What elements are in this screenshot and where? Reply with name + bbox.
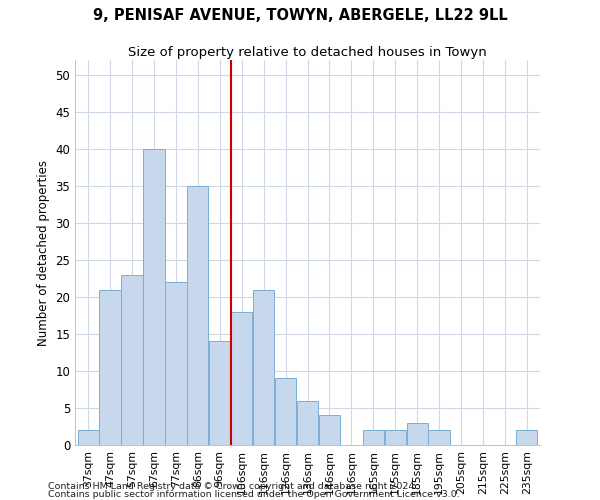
Text: Contains HM Land Registry data © Crown copyright and database right 2024.: Contains HM Land Registry data © Crown c… bbox=[48, 482, 418, 491]
Bar bbox=[165, 282, 187, 445]
Text: 9, PENISAF AVENUE, TOWYN, ABERGELE, LL22 9LL: 9, PENISAF AVENUE, TOWYN, ABERGELE, LL22… bbox=[92, 8, 508, 22]
Bar bbox=[428, 430, 450, 445]
Bar bbox=[385, 430, 406, 445]
Bar bbox=[121, 274, 143, 445]
Bar bbox=[187, 186, 208, 445]
Bar bbox=[297, 400, 318, 445]
Text: Contains public sector information licensed under the Open Government Licence v3: Contains public sector information licen… bbox=[48, 490, 460, 499]
Bar bbox=[516, 430, 538, 445]
Bar bbox=[77, 430, 99, 445]
Bar bbox=[362, 430, 384, 445]
Bar bbox=[231, 312, 253, 445]
Y-axis label: Number of detached properties: Number of detached properties bbox=[37, 160, 50, 346]
Bar bbox=[209, 342, 230, 445]
Bar bbox=[143, 149, 164, 445]
Bar bbox=[253, 290, 274, 445]
Title: Size of property relative to detached houses in Towyn: Size of property relative to detached ho… bbox=[128, 46, 487, 59]
Bar bbox=[407, 423, 428, 445]
Bar bbox=[100, 290, 121, 445]
Bar bbox=[275, 378, 296, 445]
Bar bbox=[319, 416, 340, 445]
